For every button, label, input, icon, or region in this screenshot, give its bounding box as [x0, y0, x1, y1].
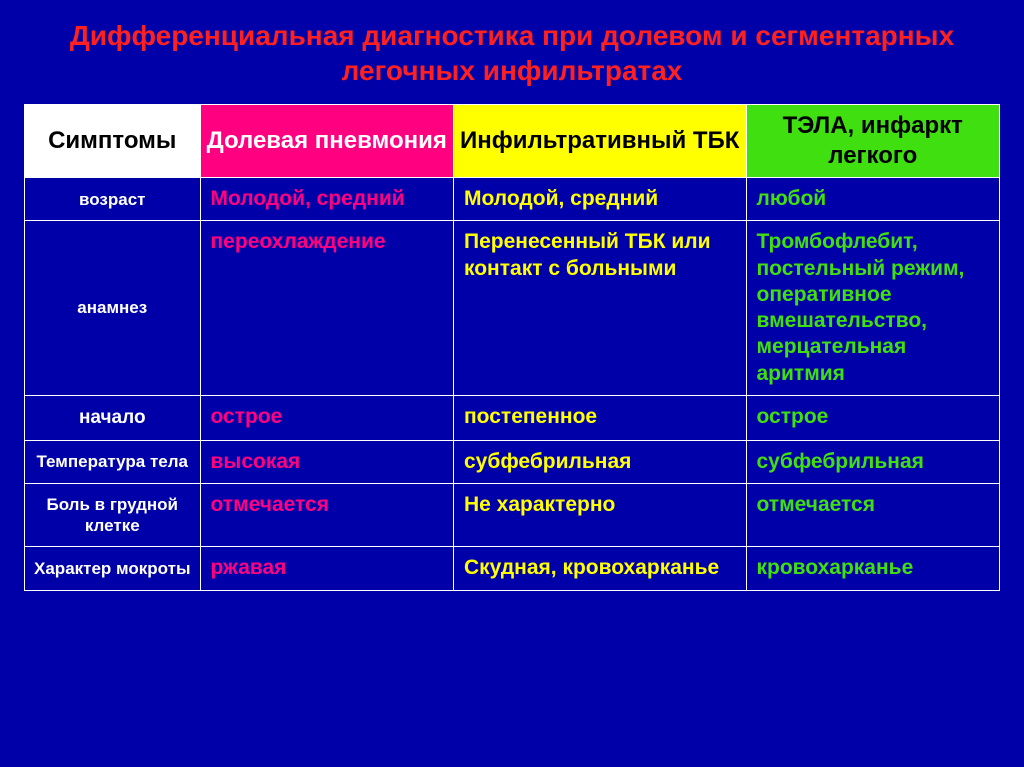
col-header-pneumonia: Долевая пневмония: [200, 105, 454, 178]
cell-pneu: ржавая: [200, 547, 454, 590]
col-header-tbk: Инфильтративный ТБК: [454, 105, 747, 178]
row-label: Температура тела: [25, 440, 201, 483]
table-row: начало острое постепенное острое: [25, 395, 1000, 440]
page-title: Дифференциальная диагностика при долевом…: [24, 18, 1000, 88]
table-body: возраст Молодой, средний Молодой, средни…: [25, 178, 1000, 591]
cell-tbk: Молодой, средний: [454, 178, 747, 221]
cell-tela: Тромбофлебит, постельный режим, оператив…: [746, 221, 1000, 396]
table-row: анамнез переохлаждение Перенесенный ТБК …: [25, 221, 1000, 396]
table-header-row: Симптомы Долевая пневмония Инфильтративн…: [25, 105, 1000, 178]
cell-tbk: Не характерно: [454, 483, 747, 547]
diff-diagnosis-table: Симптомы Долевая пневмония Инфильтративн…: [24, 104, 1000, 591]
table-row: Характер мокроты ржавая Скудная, кровоха…: [25, 547, 1000, 590]
col-header-symptoms: Симптомы: [25, 105, 201, 178]
cell-tbk: Скудная, кровохарканье: [454, 547, 747, 590]
cell-pneu: острое: [200, 395, 454, 440]
cell-pneu: Молодой, средний: [200, 178, 454, 221]
cell-pneu: отмечается: [200, 483, 454, 547]
slide-page: Дифференциальная диагностика при долевом…: [0, 0, 1024, 615]
cell-tbk: субфебрильная: [454, 440, 747, 483]
col-header-tela: ТЭЛА, инфаркт легкого: [746, 105, 1000, 178]
row-label: возраст: [25, 178, 201, 221]
row-label: начало: [25, 395, 201, 440]
cell-tbk: постепенное: [454, 395, 747, 440]
row-label: Боль в грудной клетке: [25, 483, 201, 547]
table-row: возраст Молодой, средний Молодой, средни…: [25, 178, 1000, 221]
cell-tela: любой: [746, 178, 1000, 221]
row-label: анамнез: [25, 221, 201, 396]
table-row: Температура тела высокая субфебрильная с…: [25, 440, 1000, 483]
row-label: Характер мокроты: [25, 547, 201, 590]
cell-tela: субфебрильная: [746, 440, 1000, 483]
cell-tela: острое: [746, 395, 1000, 440]
cell-tbk: Перенесенный ТБК или контакт с больными: [454, 221, 747, 396]
table-row: Боль в грудной клетке отмечается Не хара…: [25, 483, 1000, 547]
cell-pneu: переохлаждение: [200, 221, 454, 396]
cell-pneu: высокая: [200, 440, 454, 483]
cell-tela: кровохарканье: [746, 547, 1000, 590]
cell-tela: отмечается: [746, 483, 1000, 547]
